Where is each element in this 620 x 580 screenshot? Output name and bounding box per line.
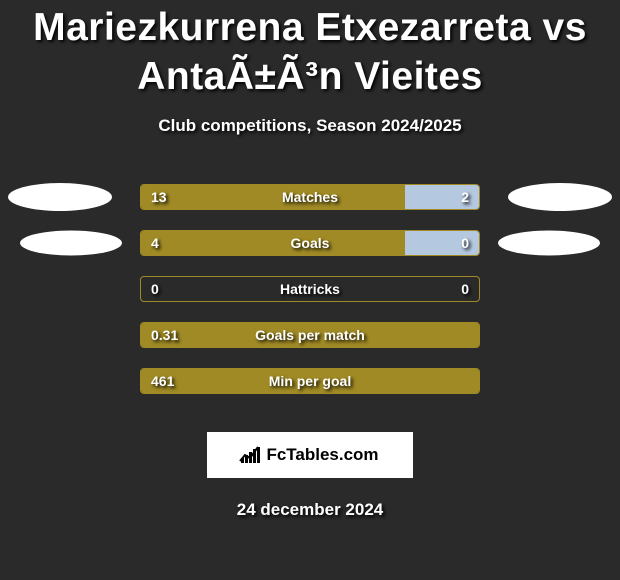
stat-row: 4Goals0	[0, 220, 620, 266]
stat-row: 461Min per goal	[0, 358, 620, 404]
metric-label: Goals per match	[141, 327, 479, 343]
bar-labels: 461Min per goal	[141, 369, 479, 393]
stat-row: 0.31Goals per match	[0, 312, 620, 358]
logo-text: FcTables.com	[266, 445, 378, 465]
player-ellipse-left	[8, 183, 112, 211]
bar-labels: 0Hattricks0	[141, 277, 479, 301]
value-right: 2	[461, 189, 469, 205]
bar-track: 461Min per goal	[140, 368, 480, 394]
bar-track: 0Hattricks0	[140, 276, 480, 302]
stat-row: 13Matches2	[0, 174, 620, 220]
bar-labels: 0.31Goals per match	[141, 323, 479, 347]
metric-label: Goals	[141, 235, 479, 251]
page-title: Mariezkurrena Etxezarreta vs AntaÃ±Ã³n V…	[0, 0, 620, 102]
value-right: 0	[461, 235, 469, 251]
chart-bars-icon	[241, 447, 262, 463]
player-ellipse-right	[508, 183, 612, 211]
value-right: 0	[461, 281, 469, 297]
comparison-chart: 13Matches24Goals00Hattricks00.31Goals pe…	[0, 174, 620, 404]
subtitle: Club competitions, Season 2024/2025	[0, 116, 620, 136]
bar-track: 0.31Goals per match	[140, 322, 480, 348]
bar-track: 13Matches2	[140, 184, 480, 210]
fctables-logo: FcTables.com	[207, 432, 413, 478]
metric-label: Min per goal	[141, 373, 479, 389]
bar-labels: 13Matches2	[141, 185, 479, 209]
generation-date: 24 december 2024	[0, 500, 620, 520]
stat-row: 0Hattricks0	[0, 266, 620, 312]
metric-label: Matches	[141, 189, 479, 205]
player-ellipse-left	[20, 230, 122, 255]
metric-label: Hattricks	[141, 281, 479, 297]
player-ellipse-right	[498, 230, 600, 255]
bar-labels: 4Goals0	[141, 231, 479, 255]
bar-track: 4Goals0	[140, 230, 480, 256]
